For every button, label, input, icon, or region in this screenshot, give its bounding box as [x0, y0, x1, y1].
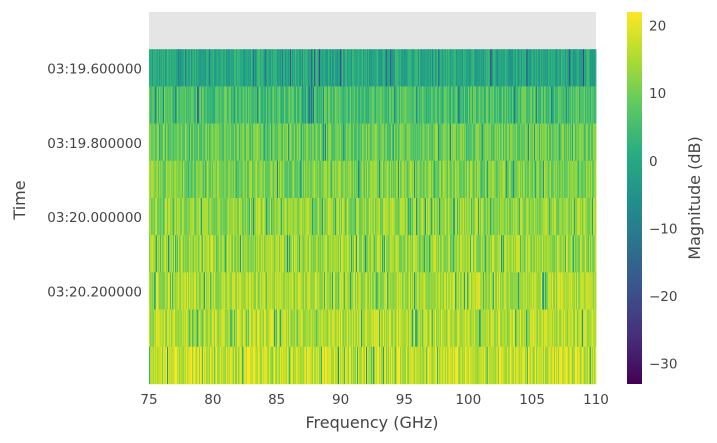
heatmap-row — [149, 86, 597, 124]
heatmap-row — [149, 123, 597, 161]
x-tick-label: 90 — [332, 392, 349, 408]
colorbar-tick-label: 10 — [649, 86, 666, 102]
colorbar-tick-label: −20 — [649, 289, 678, 305]
colorbar-tick-label: −30 — [649, 357, 678, 373]
x-tick-label: 75 — [140, 392, 157, 408]
heatmap-row — [149, 272, 597, 310]
y-tick-label: 03:20.000000 — [47, 210, 142, 226]
colorbar-label: Magnitude (dB) — [685, 136, 704, 259]
y-tick-label: 03:20.200000 — [47, 285, 142, 301]
heatmap-row — [149, 309, 597, 347]
x-tick-label: 100 — [455, 392, 481, 408]
y-axis-label: Time — [10, 180, 29, 220]
y-axis: 03:19.600000 03:19.800000 03:20.000000 03:2… — [47, 61, 142, 300]
x-tick-label: 110 — [583, 392, 609, 408]
colorbar-tick-label: −10 — [649, 221, 678, 237]
x-axis: 75 80 85 90 95 100 105 110 — [140, 392, 608, 408]
heatmap-row-empty — [149, 12, 596, 50]
x-tick-label: 80 — [204, 392, 221, 408]
heatmap-row — [149, 160, 597, 199]
x-tick-label: 105 — [519, 392, 545, 408]
heatmap-row — [149, 346, 597, 385]
y-tick-label: 03:19.800000 — [47, 136, 142, 152]
x-tick-label: 95 — [396, 392, 413, 408]
x-tick-label: 85 — [268, 392, 285, 408]
x-axis-label: Frequency (GHz) — [305, 413, 438, 432]
colorbar — [627, 12, 642, 384]
heatmap-row — [149, 49, 597, 87]
colorbar-tick-label: 0 — [649, 154, 658, 170]
y-tick-label: 03:19.600000 — [47, 61, 142, 77]
heatmap-row — [149, 235, 597, 273]
heatmap-plot-area — [149, 12, 597, 385]
heatmap-row — [149, 198, 597, 236]
colorbar-ticks: 20 10 0 −10 −20 −30 — [649, 19, 678, 373]
colorbar-tick-label: 20 — [649, 19, 666, 35]
